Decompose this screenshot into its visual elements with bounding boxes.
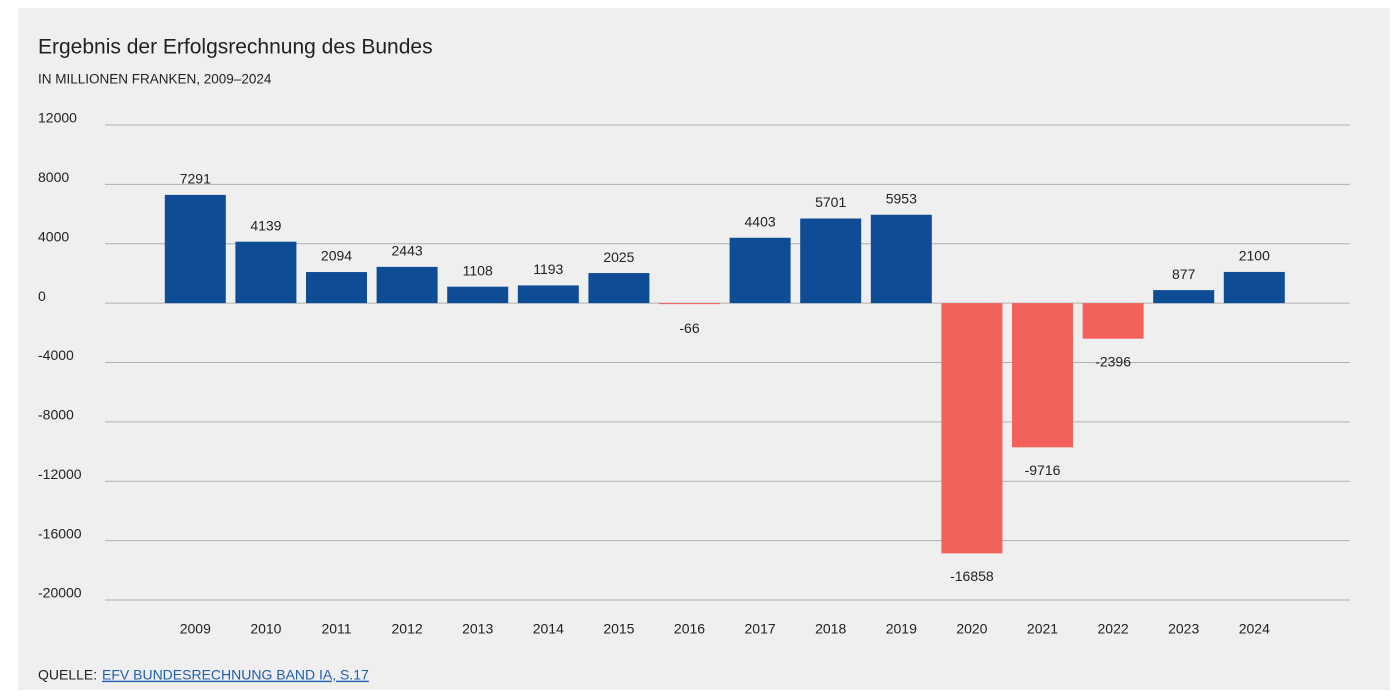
value-label: 2094 bbox=[321, 248, 352, 264]
value-label: 2443 bbox=[392, 243, 423, 259]
bar bbox=[447, 286, 509, 304]
x-tick-label: 2016 bbox=[674, 621, 705, 637]
x-tick-label: 2021 bbox=[1027, 621, 1058, 637]
chart-subtitle: IN MILLIONEN FRANKEN, 2009–2024 bbox=[38, 72, 272, 87]
y-tick-label: -12000 bbox=[38, 466, 82, 482]
y-tick-label: -20000 bbox=[38, 585, 82, 601]
source-label: QUELLE: bbox=[38, 667, 97, 683]
bar bbox=[235, 241, 297, 304]
bar bbox=[1012, 303, 1073, 448]
x-tick-label: 2022 bbox=[1098, 621, 1129, 637]
x-tick-label: 2010 bbox=[250, 621, 281, 637]
x-tick-label: 2012 bbox=[392, 621, 423, 637]
value-label: 5701 bbox=[815, 194, 846, 210]
x-tick-label: 2011 bbox=[321, 621, 351, 637]
bar bbox=[1082, 303, 1144, 339]
y-tick-label: -4000 bbox=[38, 347, 74, 363]
x-tick-label: 2015 bbox=[603, 621, 634, 637]
x-tick-label: 2013 bbox=[462, 621, 493, 637]
value-label: 877 bbox=[1172, 266, 1196, 282]
y-tick-label: 12000 bbox=[38, 110, 77, 126]
bar bbox=[729, 237, 791, 304]
value-label: -66 bbox=[679, 320, 699, 336]
y-tick-label: -8000 bbox=[38, 407, 74, 423]
y-tick-label: 0 bbox=[38, 288, 46, 304]
bar bbox=[800, 218, 862, 304]
bar bbox=[941, 303, 1003, 554]
x-tick-label: 2018 bbox=[815, 621, 846, 637]
y-tick-label: -16000 bbox=[38, 525, 82, 541]
value-label: -2396 bbox=[1095, 353, 1131, 369]
y-tick-label: 4000 bbox=[38, 228, 69, 244]
value-label: 2100 bbox=[1239, 248, 1270, 264]
bar bbox=[306, 272, 367, 304]
bar bbox=[1223, 271, 1285, 304]
chart-title: Ergebnis der Erfolgsrechnung des Bundes bbox=[38, 36, 433, 59]
bar bbox=[588, 273, 650, 304]
y-tick-label: 8000 bbox=[38, 169, 69, 185]
x-tick-label: 2014 bbox=[533, 621, 564, 637]
x-tick-label: 2024 bbox=[1239, 621, 1270, 637]
bar bbox=[164, 194, 226, 304]
bar bbox=[376, 266, 438, 304]
value-label: 5953 bbox=[886, 190, 917, 206]
value-label: -16858 bbox=[950, 568, 994, 584]
x-tick-label: 2023 bbox=[1168, 621, 1199, 637]
panel bbox=[18, 8, 1390, 690]
x-tick-label: 2009 bbox=[180, 621, 211, 637]
value-label: 2025 bbox=[603, 249, 634, 265]
value-label: 4139 bbox=[250, 217, 281, 233]
x-tick-label: 2019 bbox=[886, 621, 917, 637]
value-label: 1193 bbox=[533, 261, 563, 277]
bar bbox=[517, 285, 579, 304]
value-label: 4403 bbox=[745, 213, 776, 229]
value-label: -9716 bbox=[1025, 462, 1061, 478]
x-tick-label: 2020 bbox=[956, 621, 987, 637]
bar bbox=[1153, 290, 1215, 304]
bar bbox=[870, 214, 932, 304]
source-link[interactable]: EFV BUNDESRECHNUNG BAND IA, S.17 bbox=[102, 667, 369, 683]
bar bbox=[659, 303, 720, 305]
value-label: 1108 bbox=[463, 262, 493, 278]
value-label: 7291 bbox=[180, 171, 211, 187]
x-tick-label: 2017 bbox=[745, 621, 776, 637]
